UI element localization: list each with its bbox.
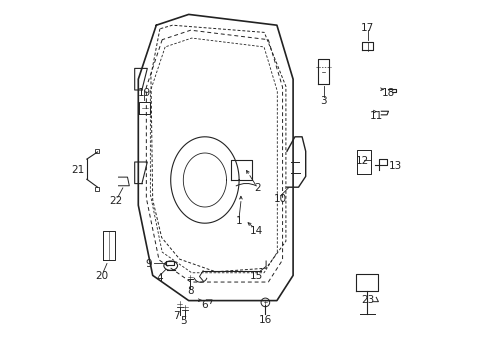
Text: 1: 1 [235,216,242,226]
Text: 3: 3 [320,96,326,106]
Text: 21: 21 [71,165,84,175]
Bar [95,149,99,153]
Text: 10: 10 [273,194,286,204]
Text: 16: 16 [258,315,271,325]
Text: 4: 4 [156,273,163,283]
Text: 20: 20 [96,271,109,282]
Text: 23: 23 [360,294,373,305]
Text: 6: 6 [201,300,207,310]
Text: 22: 22 [109,196,122,206]
Text: 12: 12 [355,156,368,166]
Text: 14: 14 [249,226,262,236]
Text: 5: 5 [180,316,186,326]
Text: 11: 11 [369,111,382,121]
Text: 13: 13 [388,161,402,171]
Text: 15: 15 [249,271,262,282]
Text: 2: 2 [253,183,260,193]
Bar [95,187,99,191]
Text: 18: 18 [381,88,394,98]
Text: 7: 7 [172,311,179,321]
Text: 19: 19 [138,88,151,98]
Text: 17: 17 [360,23,373,33]
Text: 8: 8 [187,286,193,296]
Text: 9: 9 [145,258,151,269]
